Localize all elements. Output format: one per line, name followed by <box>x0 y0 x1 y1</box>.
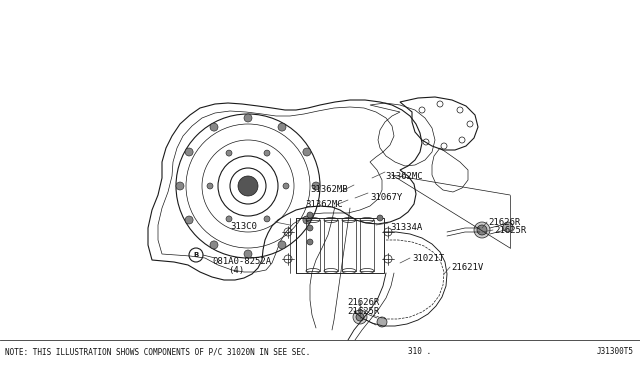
Text: 313C0: 313C0 <box>230 222 257 231</box>
Text: 31362MC: 31362MC <box>385 172 422 181</box>
Circle shape <box>474 222 490 238</box>
Text: 31362MC: 31362MC <box>305 200 342 209</box>
Circle shape <box>356 313 364 321</box>
Text: 21621V: 21621V <box>451 263 483 272</box>
Circle shape <box>207 183 213 189</box>
Text: (4): (4) <box>228 266 244 275</box>
Text: 21625R: 21625R <box>494 226 526 235</box>
Text: 31334A: 31334A <box>390 223 422 232</box>
Circle shape <box>264 150 270 156</box>
Circle shape <box>278 123 286 131</box>
Circle shape <box>477 225 487 235</box>
Circle shape <box>226 216 232 222</box>
Text: 21625R: 21625R <box>347 307 380 316</box>
Circle shape <box>210 241 218 249</box>
Circle shape <box>185 216 193 224</box>
Circle shape <box>226 150 232 156</box>
Text: J31300T5: J31300T5 <box>597 347 634 356</box>
Circle shape <box>303 148 311 156</box>
Circle shape <box>278 241 286 249</box>
Circle shape <box>244 250 252 258</box>
Circle shape <box>307 225 313 231</box>
Circle shape <box>353 310 367 324</box>
Text: 31067Y: 31067Y <box>370 193 403 202</box>
Circle shape <box>185 148 193 156</box>
Text: B: B <box>193 252 198 258</box>
Circle shape <box>312 182 320 190</box>
Circle shape <box>307 239 313 245</box>
Circle shape <box>303 216 311 224</box>
Circle shape <box>176 182 184 190</box>
Text: 21626R: 21626R <box>488 218 520 227</box>
Circle shape <box>244 114 252 122</box>
Text: 31362MB: 31362MB <box>310 185 348 194</box>
Circle shape <box>283 183 289 189</box>
Circle shape <box>307 212 313 218</box>
Circle shape <box>503 222 513 232</box>
Text: 081A0-8252A: 081A0-8252A <box>212 257 271 266</box>
Circle shape <box>264 216 270 222</box>
Circle shape <box>210 123 218 131</box>
Circle shape <box>377 215 383 221</box>
Text: 31021T: 31021T <box>412 254 444 263</box>
Circle shape <box>238 176 258 196</box>
Text: 21626R: 21626R <box>347 298 380 307</box>
Text: NOTE: THIS ILLUSTRATION SHOWS COMPONENTS OF P/C 31020N IN SEE SEC.: NOTE: THIS ILLUSTRATION SHOWS COMPONENTS… <box>5 347 310 356</box>
Text: 310 .: 310 . <box>408 347 431 356</box>
Circle shape <box>377 317 387 327</box>
